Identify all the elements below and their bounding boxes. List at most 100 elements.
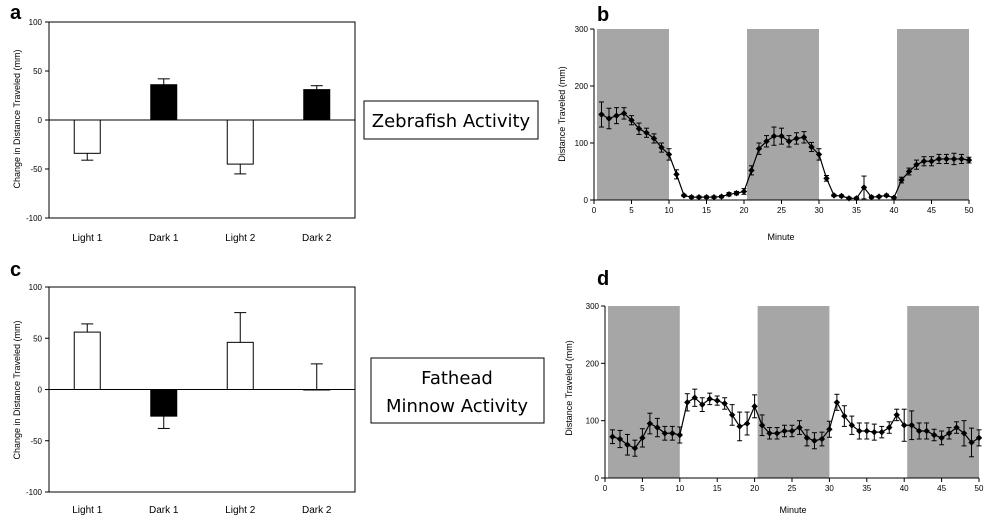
panel-b-data-point bbox=[830, 192, 838, 199]
panel-d-data-point bbox=[930, 431, 938, 439]
panel-c-bar bbox=[150, 389, 178, 417]
panel-d-data-point bbox=[915, 427, 923, 435]
panel-a-y-tick-label: 0 bbox=[38, 116, 43, 125]
panel-d-data-point bbox=[743, 420, 751, 427]
panel-d-data-point bbox=[639, 434, 646, 442]
panel-d-data-point bbox=[901, 422, 908, 429]
panel-b-data-point bbox=[598, 111, 605, 118]
panel-d-data-point bbox=[886, 424, 893, 431]
panel-d-data-point bbox=[938, 434, 945, 442]
panel-d-line-chart: d Distance Traveled (mm) Minute 01002003… bbox=[564, 268, 984, 515]
panel-d-x-tick-label: 45 bbox=[937, 484, 946, 493]
panel-b-data-point bbox=[838, 192, 845, 200]
panel-b-data-point bbox=[703, 193, 710, 201]
fathead-box-label-line2: Minnow Activity bbox=[386, 396, 528, 417]
panel-d-data-point bbox=[646, 420, 654, 427]
panel-b-x-axis-label: Minute bbox=[767, 232, 794, 242]
panel-d-data-point bbox=[728, 411, 736, 419]
panel-d-data-point bbox=[803, 434, 811, 442]
panel-a-y-tick-label: -50 bbox=[30, 165, 42, 174]
panel-b-data-point bbox=[785, 138, 793, 145]
panel-b-data-point bbox=[650, 135, 658, 142]
panel-b-data-point bbox=[913, 161, 920, 168]
panel-d-data-point bbox=[714, 397, 721, 404]
panel-c-bar bbox=[303, 389, 331, 391]
panel-d-data-point bbox=[721, 400, 728, 407]
panel-b-x-tick-label: 30 bbox=[815, 206, 824, 215]
panel-b-data-point bbox=[898, 176, 905, 184]
panel-d-data-point bbox=[736, 423, 743, 430]
panel-b-y-tick-label: 0 bbox=[584, 196, 589, 205]
panel-b-x-tick-label: 40 bbox=[890, 206, 899, 215]
panel-b-data-point bbox=[958, 155, 965, 163]
panel-b-x-tick-label: 25 bbox=[777, 206, 786, 215]
panel-d-x-tick-label: 35 bbox=[862, 484, 871, 493]
panel-b-data-point bbox=[815, 151, 823, 158]
panel-a-y-tick-label: -100 bbox=[26, 214, 43, 223]
panel-d-data-point bbox=[893, 411, 900, 419]
panel-b-dark-period-shade bbox=[747, 29, 819, 200]
panel-b-data-point bbox=[853, 195, 860, 202]
panel-d-x-axis-label: Minute bbox=[779, 505, 806, 515]
panel-c-y-tick-label: -100 bbox=[26, 488, 43, 497]
panel-a-category-label: Light 1 bbox=[72, 233, 102, 244]
panel-d-data-point bbox=[676, 431, 683, 439]
panel-b-data-point bbox=[665, 151, 673, 158]
zebrafish-box-label: Zebrafish Activity bbox=[372, 111, 531, 132]
panel-d-data-point bbox=[811, 437, 818, 444]
panel-d-x-tick-label: 20 bbox=[750, 484, 759, 493]
panel-a-bar bbox=[303, 89, 331, 121]
panel-b-line-chart: b Distance Traveled (mm) Minute 01002003… bbox=[557, 4, 974, 242]
panel-b-data-point bbox=[763, 138, 770, 145]
panel-d-data-point bbox=[758, 422, 766, 429]
panel-d-y-tick-label: 200 bbox=[586, 359, 600, 368]
panel-d-x-tick-label: 30 bbox=[825, 484, 834, 493]
panel-d-data-point bbox=[826, 426, 833, 433]
panel-b-data-point bbox=[935, 155, 943, 163]
panel-d-y-tick-label: 0 bbox=[595, 474, 600, 483]
panel-b-data-point bbox=[875, 193, 883, 200]
panel-b-data-point bbox=[643, 129, 650, 136]
panel-b-y-tick-label: 100 bbox=[575, 139, 589, 148]
fathead-minnow-activity-box: Fathead Minnow Activity bbox=[370, 357, 545, 424]
panel-b-data-point bbox=[920, 158, 928, 165]
panel-d-data-point bbox=[609, 433, 616, 440]
panel-d-data-point bbox=[616, 435, 624, 443]
panel-a-y-tick-label: 100 bbox=[29, 18, 43, 27]
panel-c-y-tick-label: 0 bbox=[38, 386, 43, 395]
panel-d-y-tick-label: 300 bbox=[586, 302, 600, 311]
panel-b-data-point bbox=[748, 167, 755, 174]
panel-d-data-point bbox=[856, 427, 863, 435]
panel-d-data-point bbox=[848, 422, 856, 429]
panel-b-dark-period-shade bbox=[597, 29, 669, 200]
panel-c-bar-chart: c Change in Distance Traveled (mm) -100 -… bbox=[10, 259, 356, 516]
panel-b-y-tick-label: 300 bbox=[575, 25, 589, 34]
panel-d-x-tick-label: 10 bbox=[675, 484, 684, 493]
panel-b-data-point bbox=[860, 184, 868, 191]
panel-b-data-point bbox=[695, 193, 703, 201]
panel-b-x-tick-label: 45 bbox=[927, 206, 936, 215]
panel-b-x-tick-label: 15 bbox=[702, 206, 711, 215]
panel-d-data-point bbox=[788, 427, 796, 435]
panel-label-d: d bbox=[597, 268, 609, 290]
panel-d-x-tick-label: 5 bbox=[640, 484, 645, 493]
panel-d-data-point bbox=[945, 430, 953, 437]
panel-b-data-point bbox=[718, 193, 725, 200]
panel-b-data-point bbox=[628, 117, 635, 124]
panel-d-data-point bbox=[953, 424, 960, 431]
panel-b-dark-period-shade bbox=[897, 29, 969, 200]
panel-b-data-point bbox=[605, 115, 613, 122]
panel-b-data-point bbox=[890, 194, 898, 201]
panel-d-data-point bbox=[968, 439, 975, 446]
panel-a-y-axis-label: Change in Distance Traveled (mm) bbox=[12, 49, 22, 188]
panel-b-data-point bbox=[613, 112, 620, 119]
panel-d-data-point bbox=[818, 435, 826, 443]
panel-b-data-point bbox=[800, 134, 808, 141]
panel-label-c: c bbox=[10, 259, 21, 281]
panel-d-x-tick-label: 0 bbox=[603, 484, 608, 493]
panel-d-data-point bbox=[669, 430, 676, 437]
panel-a-category-label: Dark 2 bbox=[302, 233, 332, 244]
panel-d-x-tick-label: 15 bbox=[713, 484, 722, 493]
panel-label-b: b bbox=[597, 4, 609, 26]
